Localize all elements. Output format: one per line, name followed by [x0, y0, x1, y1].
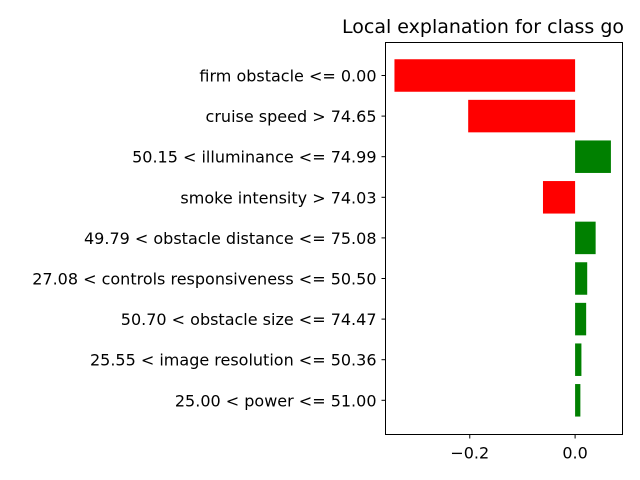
- x-ticks: −0.2 0.0: [450, 434, 588, 463]
- bar-3: [542, 181, 576, 214]
- bar-7: [575, 343, 582, 376]
- bar-1: [468, 99, 576, 133]
- bar-4: [575, 221, 596, 255]
- bar-8: [575, 384, 581, 417]
- y-tick-label-7: 25.55 < image resolution <= 50.36: [90, 351, 377, 370]
- y-tick-labels: firm obstacle <= 0.00 cruise speed > 74.6…: [32, 67, 386, 410]
- y-tick-label-5: 27.08 < controls responsiveness <= 50.50: [32, 270, 376, 289]
- y-tick-label-0: firm obstacle <= 0.00: [199, 67, 376, 86]
- bar-0: [394, 59, 576, 92]
- y-tick-label-6: 50.70 < obstacle size <= 74.47: [121, 310, 377, 329]
- bar-2: [575, 140, 611, 173]
- chart-title: Local explanation for class go: [342, 16, 624, 38]
- y-tick-label-2: 50.15 < illuminance <= 74.99: [132, 148, 376, 167]
- x-tick-label-0: −0.2: [450, 444, 489, 463]
- bars-group: [394, 59, 611, 417]
- plot-frame: [385, 42, 623, 435]
- y-tick-label-3: smoke intensity > 74.03: [180, 188, 376, 207]
- bar-5: [575, 262, 588, 295]
- bar-6: [575, 302, 587, 336]
- y-tick-label-8: 25.00 < power <= 51.00: [175, 391, 377, 410]
- y-tick-label-1: cruise speed > 74.65: [206, 107, 377, 126]
- y-tick-label-4: 49.79 < obstacle distance <= 75.08: [84, 229, 377, 248]
- x-tick-label-1: 0.0: [562, 444, 587, 463]
